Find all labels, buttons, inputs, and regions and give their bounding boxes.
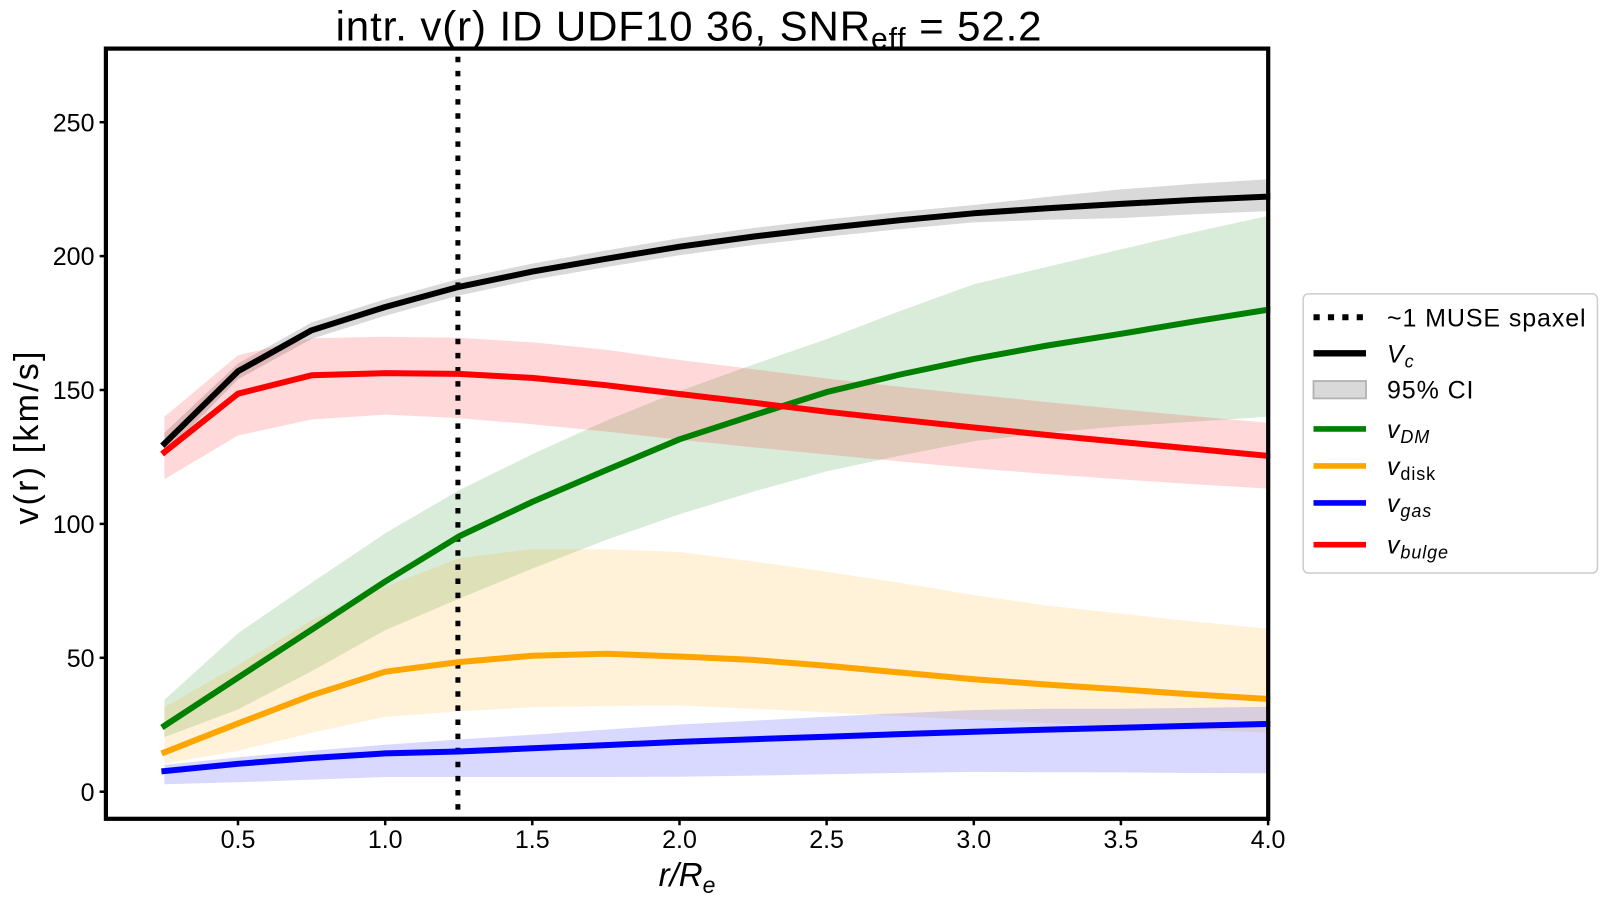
svg-text:150: 150 — [53, 377, 95, 405]
svg-text:0: 0 — [81, 779, 95, 807]
svg-text:r/Re: r/Re — [659, 856, 716, 898]
svg-text:vbulge: vbulge — [1387, 532, 1449, 563]
svg-text:4.0: 4.0 — [1251, 826, 1286, 854]
svg-text:95% CI: 95% CI — [1387, 377, 1474, 405]
svg-text:3.0: 3.0 — [956, 826, 991, 854]
svg-text:2.0: 2.0 — [662, 826, 697, 854]
svg-text:~1 MUSE spaxel: ~1 MUSE spaxel — [1387, 304, 1587, 332]
svg-text:0.5: 0.5 — [221, 826, 256, 854]
svg-text:250: 250 — [53, 109, 95, 137]
svg-text:v(r) [km/s]: v(r) [km/s] — [8, 349, 46, 524]
svg-text:intr. v(r) ID UDF10 36, SNReff: intr. v(r) ID UDF10 36, SNReff = 52.2 — [336, 2, 1043, 55]
svg-text:vgas: vgas — [1387, 490, 1432, 521]
svg-text:200: 200 — [53, 243, 95, 271]
svg-text:vdisk: vdisk — [1387, 453, 1436, 484]
svg-text:Vc: Vc — [1387, 340, 1414, 371]
svg-text:3.5: 3.5 — [1104, 826, 1139, 854]
svg-text:2.5: 2.5 — [809, 826, 844, 854]
svg-text:vDM: vDM — [1387, 416, 1430, 447]
svg-text:1.5: 1.5 — [515, 826, 550, 854]
svg-text:50: 50 — [67, 645, 95, 673]
svg-text:100: 100 — [53, 511, 95, 539]
svg-text:1.0: 1.0 — [368, 826, 403, 854]
